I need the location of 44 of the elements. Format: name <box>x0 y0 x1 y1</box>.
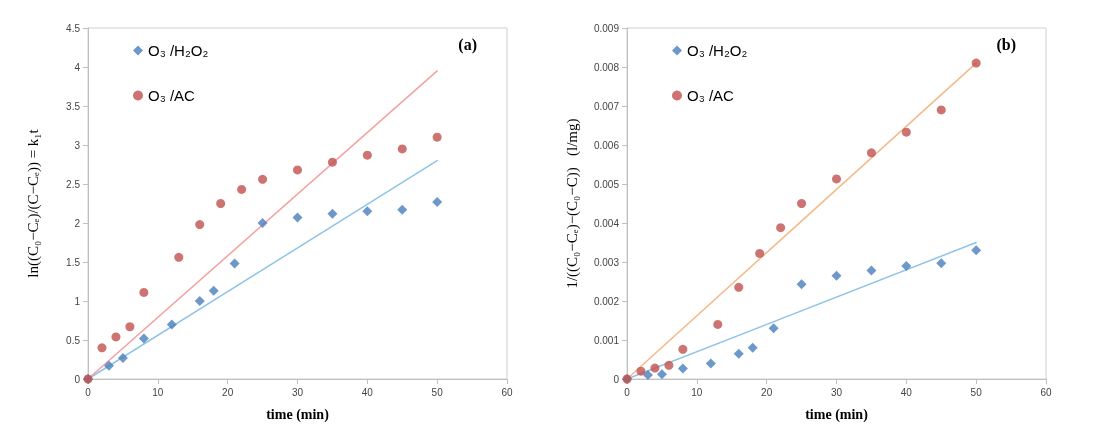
legend-label: O₃ /H₂O₂ <box>148 42 209 59</box>
x-tick-label: 50 <box>970 386 983 398</box>
y-tick-label: 1.5 <box>66 256 81 268</box>
y-tick-label: 0.004 <box>593 217 620 229</box>
x-tick-label: 10 <box>152 386 164 398</box>
x-axis-title: time (min) <box>805 406 869 423</box>
y-tick-label: 3.5 <box>66 100 81 112</box>
y-tick-label: 0 <box>74 373 81 385</box>
legend-label: O₃ /AC <box>148 87 196 104</box>
x-tick-label: 0 <box>85 386 92 398</box>
x-tick-label: 30 <box>830 386 843 398</box>
x-tick-label: 30 <box>291 386 304 398</box>
y-tick-label: 0.009 <box>593 22 620 34</box>
y-tick-label: 0.5 <box>66 334 81 346</box>
annotation: (b) <box>996 35 1017 54</box>
y-tick-label: 0.007 <box>593 100 620 112</box>
legend-label: O₃ /H₂O₂ <box>687 42 748 59</box>
y-tick-label: 1 <box>74 295 81 307</box>
x-tick-label: 10 <box>691 386 703 398</box>
y-tick-label: 4.5 <box>66 22 81 34</box>
y-tick-label: 0.002 <box>593 295 620 307</box>
y-axis-title: ln((C₀−Cₑ)/(C−Cₑ)) = k₁t <box>24 128 42 278</box>
y-tick-label: 0.005 <box>593 178 620 190</box>
y-tick-label: 0.008 <box>593 61 620 73</box>
y-axis-title: 1/((C₀−Cₑ)−(C₀−C)) (l/mg) <box>563 118 581 289</box>
y-tick-label: 0.003 <box>593 256 620 268</box>
y-tick-label: 0.006 <box>593 139 620 151</box>
y-tick-label: 3 <box>74 139 81 151</box>
y-tick-label: 0.001 <box>593 334 620 346</box>
x-tick-label: 40 <box>900 386 913 398</box>
x-tick-label: 40 <box>361 386 374 398</box>
x-tick-label: 20 <box>761 386 773 398</box>
x-tick-label: 60 <box>1040 386 1052 398</box>
x-tick-label: 60 <box>501 386 513 398</box>
annotation: (a) <box>458 35 477 54</box>
y-tick-label: 2 <box>74 217 81 229</box>
y-tick-label: 4 <box>74 61 81 73</box>
x-tick-label: 0 <box>624 386 631 398</box>
legend-label: O₃ /AC <box>687 87 735 104</box>
x-tick-label: 50 <box>431 386 444 398</box>
x-axis-title: time (min) <box>266 406 330 423</box>
x-tick-label: 20 <box>222 386 234 398</box>
y-tick-label: 2.5 <box>66 178 81 190</box>
y-tick-label: 0 <box>613 373 620 385</box>
